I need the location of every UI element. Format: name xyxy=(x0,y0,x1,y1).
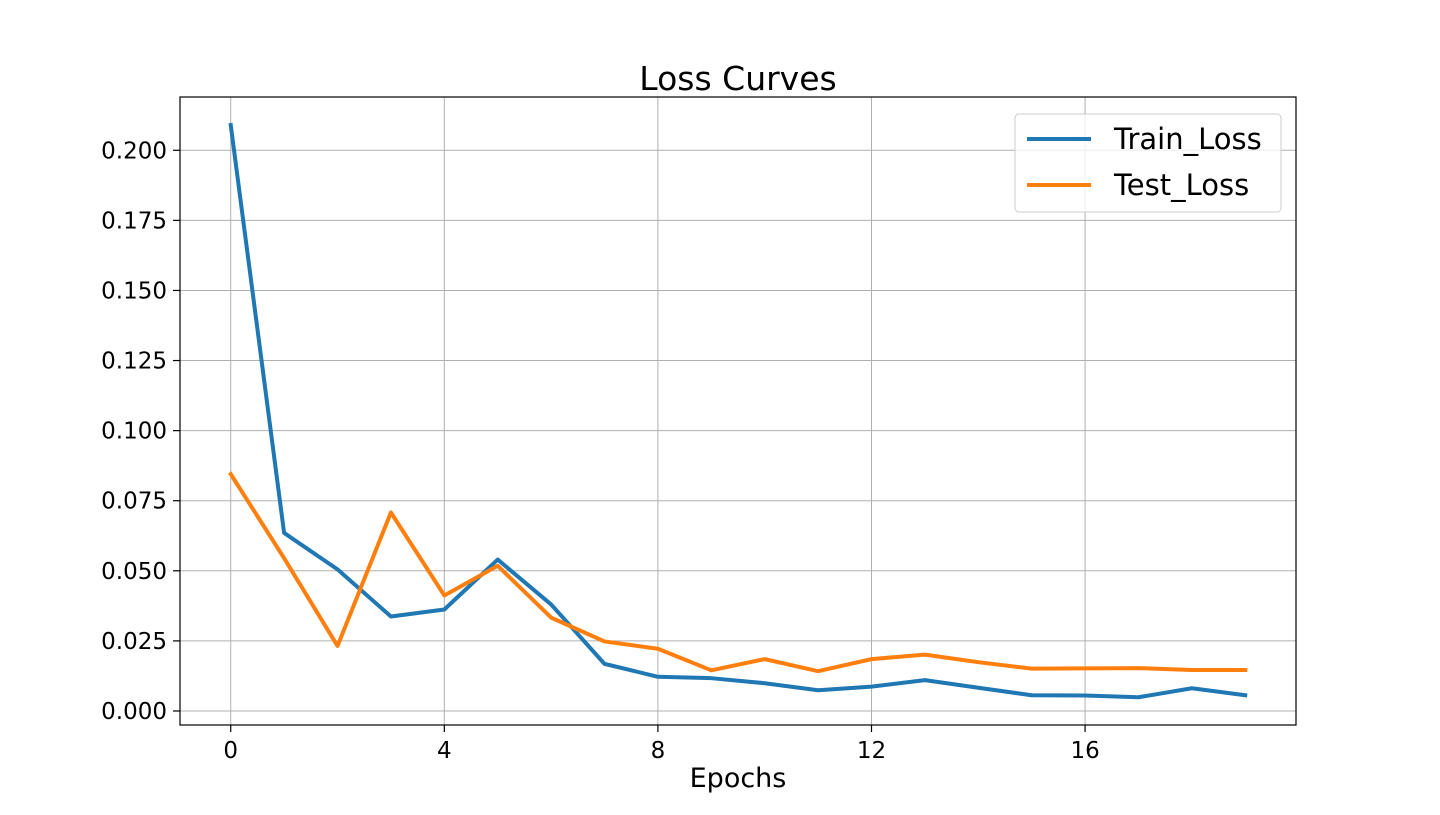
y-axis-ticks: 0.000 0.025 0.050 0.075 0.100 0.125 0.150 0.175… xyxy=(101,138,180,725)
legend-label: Train_Loss xyxy=(1113,122,1262,156)
series-lines xyxy=(227,122,1248,700)
y-tick-label: 0.200 xyxy=(101,138,167,164)
y-tick-label: 0.050 xyxy=(101,559,167,585)
legend: Train_Loss Test_Loss xyxy=(1014,113,1282,213)
y-tick-label: 0.025 xyxy=(101,629,167,655)
x-tick-label: 12 xyxy=(857,738,886,764)
y-tick-label: 0.000 xyxy=(101,699,167,725)
y-tick-label: 0.125 xyxy=(101,349,167,375)
x-tick-label: 8 xyxy=(651,738,666,764)
x-tick-label: 0 xyxy=(223,738,238,764)
legend-label: Test_Loss xyxy=(1113,168,1249,202)
series-line-test-loss xyxy=(227,471,1248,674)
y-tick-label: 0.100 xyxy=(101,419,167,445)
y-tick-label: 0.075 xyxy=(101,489,167,515)
series-line-train-loss xyxy=(228,122,1248,700)
x-axis-ticks: 0 4 8 12 16 xyxy=(223,725,1100,764)
x-tick-label: 16 xyxy=(1070,738,1099,764)
plot-frame xyxy=(179,96,1297,726)
x-tick-label: 4 xyxy=(437,738,452,764)
chart-title: Loss Curves xyxy=(639,59,836,98)
y-tick-label: 0.150 xyxy=(101,278,167,304)
x-axis-label: Epochs xyxy=(690,763,787,794)
y-tick-label: 0.175 xyxy=(101,208,167,234)
